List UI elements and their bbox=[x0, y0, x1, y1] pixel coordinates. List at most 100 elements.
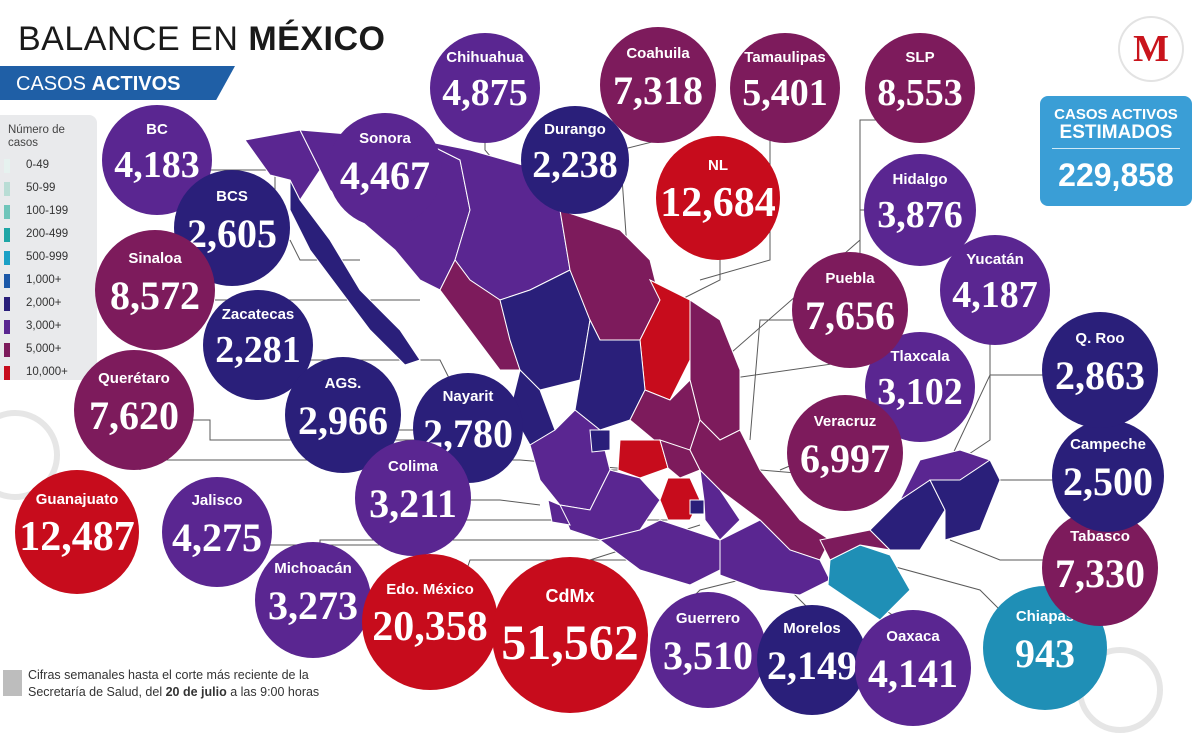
state-name: Veracruz bbox=[813, 413, 877, 430]
state-bubble: Zacatecas 2,281 bbox=[203, 290, 313, 400]
state-value: 7,330 bbox=[1055, 551, 1145, 596]
milenio-logo: M bbox=[1120, 18, 1182, 80]
legend-label: 100-199 bbox=[26, 205, 69, 217]
state-value: 4,187 bbox=[952, 274, 1038, 316]
state-value: 4,183 bbox=[114, 144, 200, 186]
state-value: 3,876 bbox=[877, 194, 963, 236]
state-bubble: Coahuila 7,318 bbox=[600, 27, 716, 143]
state-name: Tabasco bbox=[1070, 528, 1130, 545]
legend-label: 2,000+ bbox=[26, 297, 62, 309]
legend-item: 1,000+ bbox=[4, 272, 94, 290]
state-value: 4,141 bbox=[868, 651, 958, 696]
estimated-box bbox=[1040, 96, 1192, 206]
state-value: 6,997 bbox=[800, 436, 890, 481]
state-name: CdMx bbox=[545, 586, 595, 606]
legend bbox=[0, 115, 97, 380]
subtitle-bar bbox=[0, 66, 235, 100]
legend-swatch bbox=[4, 274, 10, 288]
state-bubble: Oaxaca 4,141 bbox=[855, 610, 971, 726]
legend-label: 10,000+ bbox=[26, 366, 68, 378]
state-name: Sonora bbox=[359, 130, 411, 147]
state-value: 3,273 bbox=[268, 583, 358, 628]
footer-note: Cifras semanales hasta el corte más reci… bbox=[28, 667, 348, 701]
state-name: Tlaxcala bbox=[890, 348, 950, 365]
legend-item: 2,000+ bbox=[4, 295, 94, 313]
legend-swatch bbox=[4, 228, 10, 242]
legend-item: 3,000+ bbox=[4, 318, 94, 336]
state-bubble: NL 12,684 bbox=[656, 136, 780, 260]
state-name: Yucatán bbox=[966, 251, 1024, 268]
state-value: 3,510 bbox=[663, 633, 753, 678]
legend-label: 3,000+ bbox=[26, 320, 62, 332]
legend-label: 200-499 bbox=[26, 228, 69, 240]
state-value: 3,211 bbox=[369, 481, 457, 526]
state-bubble: SLP 8,553 bbox=[865, 33, 975, 143]
state-bubble: Tamaulipas 5,401 bbox=[730, 33, 840, 143]
state-value: 2,966 bbox=[298, 398, 388, 443]
state-bubble: Morelos 2,149 bbox=[757, 605, 867, 715]
state-bubble: CdMx 51,562 bbox=[492, 557, 648, 713]
legend-label: 500-999 bbox=[26, 251, 69, 263]
state-bubble: Guerrero 3,510 bbox=[650, 592, 766, 708]
state-bubble: Tabasco 7,330 bbox=[1042, 510, 1158, 626]
state-bubble: Puebla 7,656 bbox=[792, 252, 908, 368]
state-value: 2,149 bbox=[767, 643, 857, 688]
legend-item: 50-99 bbox=[4, 180, 94, 198]
state-name: Morelos bbox=[783, 620, 841, 637]
legend-swatch bbox=[4, 343, 10, 357]
state-name: NL bbox=[708, 157, 728, 174]
state-value: 7,318 bbox=[613, 68, 703, 113]
state-bubble: Q. Roo 2,863 bbox=[1042, 312, 1158, 428]
state-name: BCS bbox=[216, 188, 248, 205]
estimated-value: 229,858 bbox=[1058, 157, 1174, 193]
state-name: Zacatecas bbox=[221, 306, 295, 323]
legend-item: 0-49 bbox=[4, 157, 94, 175]
legend-swatch bbox=[4, 205, 10, 219]
legend-item: 200-499 bbox=[4, 226, 94, 244]
legend-label: 5,000+ bbox=[26, 343, 62, 355]
legend-swatch bbox=[4, 320, 10, 334]
legend-title: Número de casos bbox=[8, 124, 65, 149]
state-name: Nayarit bbox=[442, 388, 494, 405]
state-name: Oaxaca bbox=[886, 628, 940, 645]
footer-marker bbox=[3, 670, 22, 696]
state-value: 943 bbox=[1015, 631, 1075, 676]
subtitle-light: CASOS bbox=[16, 73, 87, 95]
state-bubble: Yucatán 4,187 bbox=[940, 235, 1050, 345]
logo-letter: M bbox=[1133, 28, 1169, 70]
state-value: 4,875 bbox=[442, 72, 528, 114]
state-bubble: Michoacán 3,273 bbox=[255, 542, 371, 658]
legend-item: 500-999 bbox=[4, 249, 94, 267]
state-name: Edo. México bbox=[386, 581, 474, 598]
state-value: 7,620 bbox=[89, 393, 179, 438]
state-bubble: Edo. México 20,358 bbox=[362, 554, 498, 690]
state-name: Durango bbox=[544, 121, 606, 138]
state-bubble: Querétaro 7,620 bbox=[74, 350, 194, 470]
legend-item: 5,000+ bbox=[4, 341, 94, 359]
legend-label: 0-49 bbox=[26, 159, 50, 171]
state-value: 8,553 bbox=[877, 72, 963, 114]
legend-swatch bbox=[4, 182, 10, 196]
state-name: Q. Roo bbox=[1075, 330, 1125, 347]
legend-item: 10,000+ bbox=[4, 364, 94, 382]
state-value: 4,467 bbox=[340, 153, 430, 198]
footer-text-b: a las 9:00 horas bbox=[230, 685, 320, 699]
state-name: Coahuila bbox=[626, 45, 690, 62]
legend-swatch bbox=[4, 251, 10, 265]
state-value: 12,487 bbox=[19, 514, 135, 560]
state-bubble: Hidalgo 3,876 bbox=[864, 154, 976, 266]
state-name: Colima bbox=[387, 458, 438, 475]
state-bubble: Jalisco 4,275 bbox=[162, 477, 272, 587]
state-value: 51,562 bbox=[501, 614, 639, 670]
state-value: 2,238 bbox=[532, 144, 618, 186]
state-value: 4,275 bbox=[172, 515, 262, 560]
footer-text-a: Cifras semanales hasta el corte más reci… bbox=[28, 668, 309, 699]
state-name: Chihuahua bbox=[446, 49, 524, 66]
state-bubble: Durango 2,238 bbox=[521, 106, 629, 214]
title-bold: MÉXICO bbox=[248, 20, 386, 58]
state-name: Chiapas bbox=[1015, 608, 1075, 625]
state-value: 7,656 bbox=[805, 293, 895, 338]
state-name: Guanajuato bbox=[35, 491, 119, 508]
state-name: Guerrero bbox=[675, 610, 741, 627]
